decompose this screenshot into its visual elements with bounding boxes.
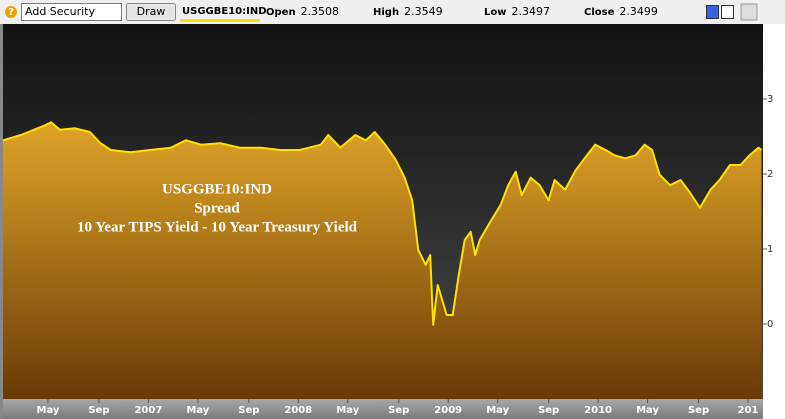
field-value: 2.3497 <box>511 5 550 18</box>
quote-fields: Open 2.3508 High 2.3549 Low 2.3497 Close 2.3499 <box>266 5 658 18</box>
y-tick-label: 2 <box>767 169 773 180</box>
input-text: Add Security <box>25 5 95 18</box>
x-tick-label: Sep <box>688 405 709 416</box>
y-tick-label: 3 <box>767 94 773 105</box>
area <box>3 122 762 400</box>
field-value: 2.3499 <box>619 5 658 18</box>
x-tick-label: 201 <box>738 405 759 416</box>
y-tick-label: 1 <box>767 244 773 255</box>
annotation: 10 Year TIPS Yield - 10 Year Treasury Yi… <box>77 219 358 235</box>
field-label: Low <box>484 7 506 18</box>
ticker[interactable]: USGGBE10:IND <box>182 6 267 17</box>
view-icon[interactable] <box>721 5 734 19</box>
help-text: ? <box>8 7 14 18</box>
settings-icon[interactable] <box>740 3 758 21</box>
security-input[interactable] <box>21 3 122 21</box>
x-tick-label: May <box>636 405 659 416</box>
field-label: Close <box>584 7 615 18</box>
line <box>2 121 763 326</box>
field-label: High <box>373 7 399 18</box>
x-tick-label: Sep <box>388 405 409 416</box>
ticker-underline <box>180 19 260 22</box>
x-tick-label: Sep <box>88 405 109 416</box>
y-tick-label: 0 <box>767 319 773 330</box>
annotation: Spread <box>194 200 240 216</box>
x-tick-label: Sep <box>538 405 559 416</box>
x-tick-label: May <box>486 405 509 416</box>
draw-button[interactable] <box>126 3 176 21</box>
field-label: Open <box>266 7 296 18</box>
x-tick-label: May <box>186 405 209 416</box>
x-tick-label: 2009 <box>434 405 462 416</box>
x-tick-label: Sep <box>238 405 259 416</box>
x-axis-bar <box>3 399 763 419</box>
field-value: 2.3508 <box>301 5 340 18</box>
x-tick-label: 2007 <box>134 405 162 416</box>
field-value: 2.3549 <box>404 5 443 18</box>
x-tick-label: 2010 <box>584 405 612 416</box>
left-border <box>0 24 3 419</box>
x-tick-label: May <box>336 405 359 416</box>
help-icon[interactable] <box>5 6 17 18</box>
x-tick-label: May <box>37 405 60 416</box>
view-icon[interactable] <box>706 5 719 19</box>
x-tick-label: 2008 <box>284 405 312 416</box>
draw-label: Draw <box>137 5 166 18</box>
annotation: USGGBE10:IND <box>162 181 272 197</box>
